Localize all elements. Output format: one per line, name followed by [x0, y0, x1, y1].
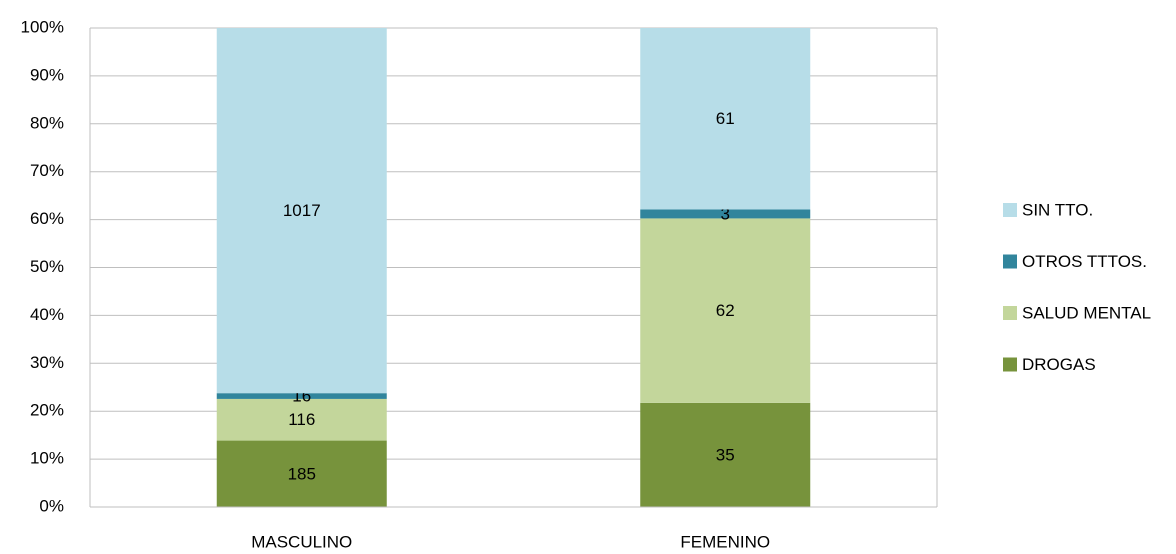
data-label: 185 — [288, 464, 316, 483]
y-tick-label: 40% — [30, 305, 64, 324]
legend-swatch — [1003, 306, 1017, 320]
bar-segment — [640, 28, 811, 210]
y-tick-label: 70% — [30, 161, 64, 180]
y-tick-label: 0% — [39, 496, 64, 515]
legend-swatch — [1003, 254, 1017, 269]
y-tick-label: 30% — [30, 353, 64, 372]
data-label: 1017 — [283, 201, 321, 220]
x-tick-label: FEMENINO — [680, 532, 770, 551]
bar-segment — [640, 209, 811, 219]
data-label: 61 — [716, 109, 735, 128]
y-tick-label: 80% — [30, 113, 64, 132]
legend-label: SALUD MENTAL — [1022, 303, 1151, 322]
y-tick-label: 50% — [30, 257, 64, 276]
data-label: 62 — [716, 301, 735, 320]
data-label: 35 — [716, 445, 735, 464]
y-tick-label: 10% — [30, 449, 64, 468]
bar-segment — [216, 440, 387, 507]
legend-swatch — [1003, 357, 1017, 372]
legend-swatch — [1003, 203, 1017, 217]
x-tick-label: MASCULINO — [251, 532, 352, 551]
y-tick-label: 100% — [21, 17, 64, 36]
y-tick-label: 60% — [30, 209, 64, 228]
legend-label: SIN TTO. — [1022, 200, 1093, 219]
bar-segment — [216, 28, 387, 394]
legend-label: OTROS TTTOS. — [1022, 252, 1147, 271]
y-tick-label: 20% — [30, 401, 64, 420]
bar-segment — [640, 218, 811, 403]
y-tick-label: 90% — [30, 65, 64, 84]
bar-segment — [640, 402, 811, 507]
data-label: 3 — [721, 204, 730, 223]
legend-label: DROGAS — [1022, 355, 1096, 374]
bar-segment — [216, 398, 387, 441]
bar-segment — [216, 393, 387, 399]
data-label: 116 — [288, 410, 315, 429]
